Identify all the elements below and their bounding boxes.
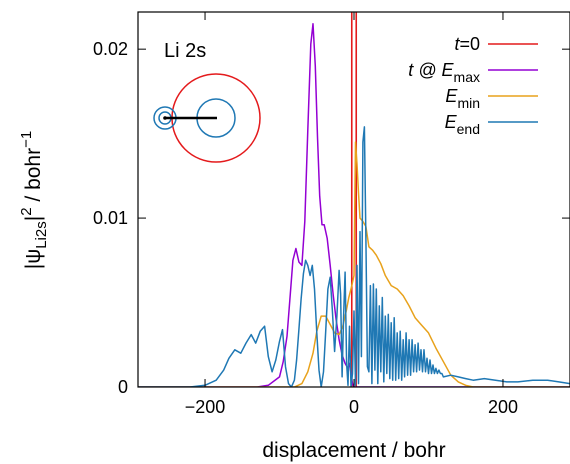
y-axis-label: |ψLi2s|2 / bohr−1 (18, 131, 50, 269)
series-Emin-curve (138, 141, 570, 387)
nucleus-dot-icon (163, 116, 167, 120)
x-tick-label: 0 (349, 397, 359, 417)
x-tick-label: −200 (185, 397, 226, 417)
x-tick-label: 200 (488, 397, 518, 417)
legend-label-t0: t=0 (454, 34, 480, 54)
y-tick-label: 0 (118, 377, 128, 397)
series-layer (138, 12, 570, 387)
legend-label-Emin: Emin (445, 86, 480, 111)
orbit-schematic-icon (153, 73, 261, 163)
y-tick-label: 0.02 (93, 39, 128, 59)
x-axis-label: displacement / bohr (262, 439, 445, 462)
legend-label-tEmax: t @ Emax (408, 60, 480, 85)
panel-label: Li 2s (164, 40, 206, 62)
legend-label-Eend: Eend (445, 112, 480, 137)
tick-layer: −200 0 200 0 0.01 0.02 (93, 12, 570, 417)
series-Eend-curve (138, 126, 570, 387)
y-tick-label: 0.01 (93, 208, 128, 228)
